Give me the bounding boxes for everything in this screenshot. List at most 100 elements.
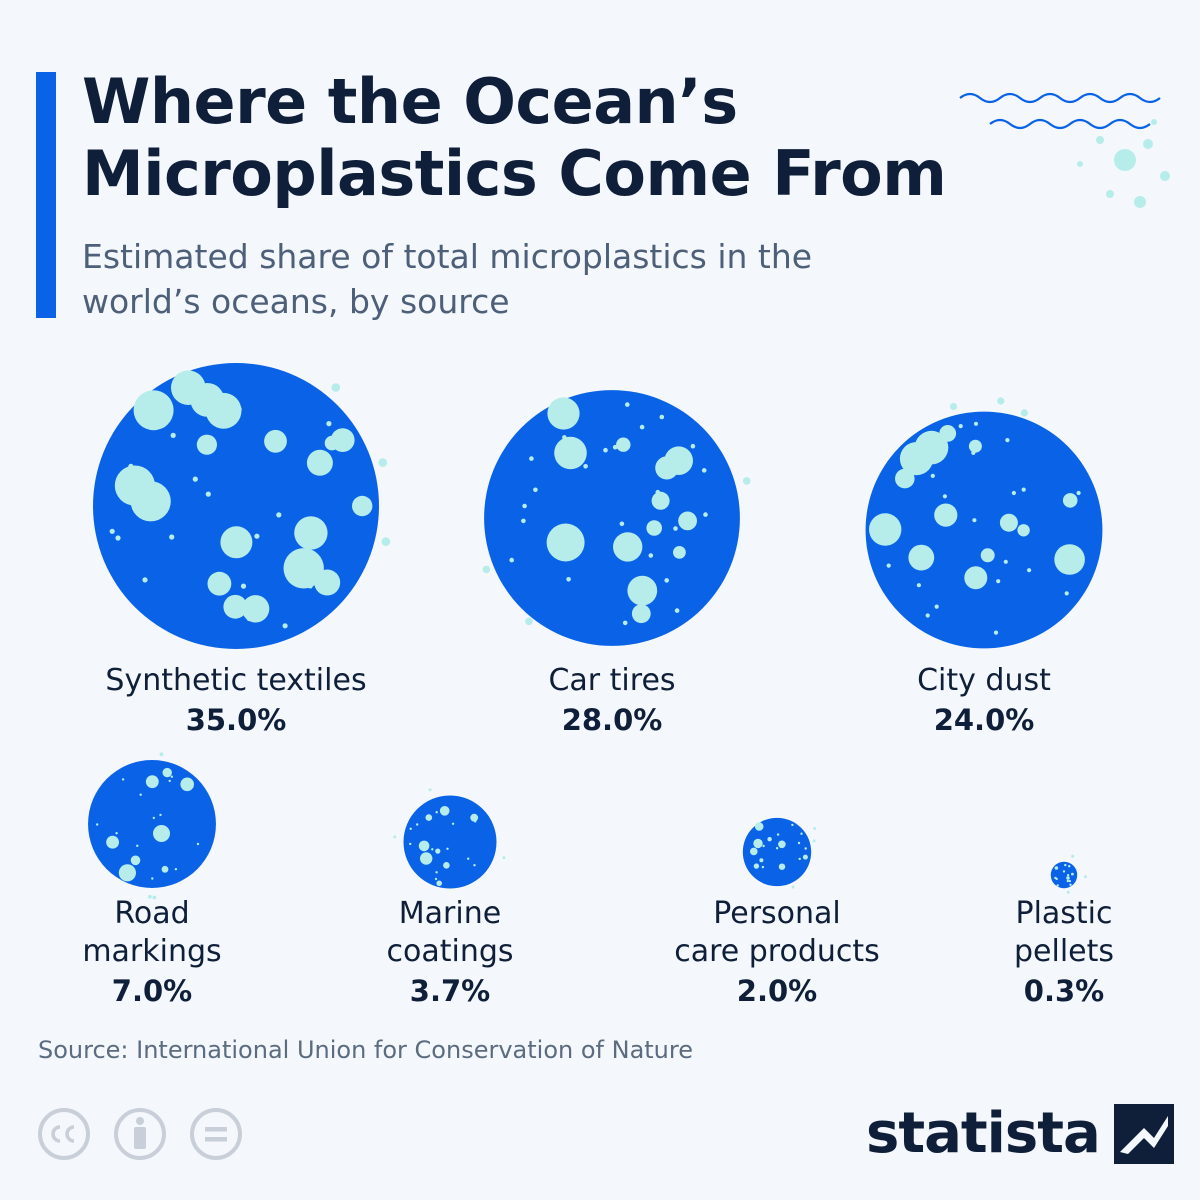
speck — [583, 464, 588, 469]
speck — [1020, 409, 1028, 417]
speck — [470, 813, 479, 822]
speck — [673, 526, 678, 531]
speck — [106, 835, 119, 849]
speck — [631, 604, 651, 624]
speck — [240, 583, 247, 589]
speck — [114, 465, 155, 506]
speck — [1056, 884, 1059, 887]
speck — [1071, 872, 1074, 876]
speck — [161, 865, 169, 873]
speck — [673, 546, 686, 559]
speck — [1021, 487, 1026, 492]
speck — [136, 844, 139, 847]
statista-logo: statista — [866, 1098, 1174, 1170]
bubble-label: Marine coatings — [386, 896, 514, 969]
speck — [196, 842, 200, 846]
speck — [474, 820, 477, 823]
speck — [791, 885, 795, 889]
speck — [1064, 591, 1069, 596]
speck — [914, 430, 949, 465]
speck — [331, 383, 341, 392]
speck — [294, 516, 328, 550]
speck — [651, 491, 670, 510]
bubble-circle — [88, 760, 216, 888]
speck — [170, 775, 173, 778]
attribution-icon — [114, 1108, 166, 1160]
speck — [996, 579, 1001, 584]
speck — [1066, 890, 1070, 894]
speck — [436, 880, 443, 887]
speck — [648, 553, 654, 558]
speck — [659, 414, 665, 420]
speck — [753, 838, 763, 849]
speck — [241, 595, 270, 623]
speck — [283, 548, 324, 589]
speck — [133, 390, 174, 431]
speck — [646, 520, 662, 536]
speck — [778, 840, 786, 849]
speck — [196, 434, 217, 455]
speck — [674, 608, 680, 613]
chart-subtitle: Estimated share of total microplastics i… — [82, 237, 813, 321]
speck — [151, 877, 154, 880]
source-note: Source: International Union for Conserva… — [38, 1036, 693, 1064]
speck — [958, 424, 963, 429]
speck — [509, 557, 514, 563]
bubble-plastic-pellets — [1050, 854, 1087, 894]
bubble-label: Synthetic textiles — [105, 663, 367, 698]
speck — [434, 877, 438, 881]
bubble-label: Plastic pellets — [1013, 896, 1115, 969]
speck — [791, 823, 794, 827]
statista-logo-icon — [1113, 1104, 1174, 1164]
bubble-personal-care-products — [742, 817, 817, 889]
speck — [307, 583, 313, 589]
speck — [547, 397, 580, 430]
speck — [246, 615, 252, 622]
speck — [525, 617, 533, 626]
speck — [435, 871, 438, 874]
speck — [1064, 863, 1067, 867]
speck — [418, 840, 430, 852]
speck — [802, 854, 808, 860]
speck — [142, 577, 148, 583]
accent-bar — [36, 72, 56, 318]
speck — [502, 856, 506, 860]
speck — [282, 623, 288, 629]
bubble-value: 35.0% — [185, 703, 287, 737]
speck — [619, 521, 625, 527]
speck — [473, 864, 476, 867]
speck — [908, 544, 935, 571]
speck — [170, 432, 176, 438]
speck — [934, 604, 939, 609]
bubble-road-markings — [88, 752, 216, 900]
speck — [435, 811, 438, 814]
bubble-value: 2.0% — [736, 974, 818, 1008]
speck — [1027, 568, 1032, 573]
speck — [997, 397, 1005, 405]
speck — [742, 477, 751, 485]
speck — [169, 534, 175, 540]
speck — [797, 841, 801, 845]
speck — [1084, 875, 1087, 879]
speck — [482, 565, 491, 574]
bubble-synthetic-textiles — [93, 363, 391, 649]
speck — [162, 767, 172, 778]
speck — [378, 458, 388, 467]
license-icons — [38, 1108, 242, 1160]
speck — [869, 513, 902, 546]
speck — [930, 473, 935, 478]
speck — [703, 512, 708, 517]
speck — [972, 518, 977, 523]
bubble-label: City dust — [917, 663, 1051, 698]
speck — [622, 620, 628, 626]
speck — [566, 577, 571, 582]
speck — [223, 594, 248, 619]
speck — [1054, 544, 1085, 575]
speck — [1062, 493, 1078, 508]
cc-icon — [38, 1108, 90, 1160]
speck — [174, 868, 178, 871]
speck — [352, 495, 373, 517]
speck — [664, 446, 693, 476]
speck — [554, 436, 587, 470]
speck — [1069, 883, 1072, 886]
